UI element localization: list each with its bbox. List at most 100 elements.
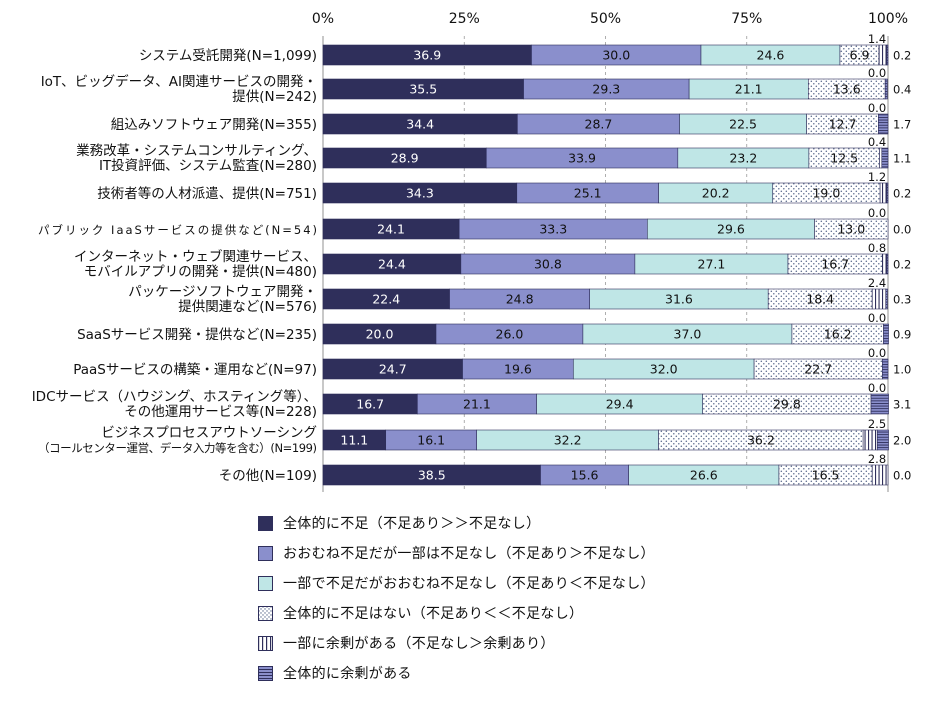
value-label: 30.0 [602,48,630,63]
value-label: 23.2 [729,151,757,166]
legend-label: 全体的に不足はない（不足あり＜＜不足なし） [283,606,584,622]
value-label: 32.2 [554,433,582,448]
value-label: 35.5 [409,82,437,97]
value-label: 22.7 [804,362,832,377]
bar-segment [870,393,889,415]
category-label: パッケージソフトウェア開発・ [128,284,317,300]
legend-item: 一部に余剰がある（不足なし＞余剰あり） [258,628,655,658]
value-label: 6.9 [850,48,870,63]
value-label: 33.3 [539,222,567,237]
category-label: IT投資評価、システム監査(N=280) [99,157,317,174]
value-label: 24.1 [377,222,405,237]
value-label: 16.2 [824,327,852,342]
legend-label: 一部に余剰がある（不足なし＞余剰あり） [283,636,555,652]
bar-segment [814,218,889,240]
value-label: 0.2 [893,49,911,63]
legend-swatch [258,515,273,531]
value-label: 3.1 [893,398,911,412]
value-label: 11.1 [340,433,368,448]
value-label: 13.6 [833,82,861,97]
category-label: 業務改革・システムコンサルティング、 [76,143,317,159]
value-label: 34.3 [406,186,434,201]
x-tick-label: 25% [449,11,480,27]
value-label: 16.1 [417,433,445,448]
value-label: 0.4 [893,83,911,97]
category-label: 技術者等の人材派遣、提供(N=751) [97,185,317,202]
value-label: 1.2 [868,170,886,184]
value-label: 34.4 [406,117,434,132]
x-tick-label: 100% [868,11,908,27]
bar-segment [862,429,878,451]
category-label: モバイルアプリの開発・提供(N=480) [84,264,317,280]
value-label: 28.7 [585,117,613,132]
value-label: 2.8 [868,452,886,466]
category-label: （コールセンター運営、データ入力等を含む）(N=199) [38,441,317,455]
value-label: 37.0 [674,327,702,342]
bar-segment [886,253,889,275]
value-label: 2.4 [868,276,886,290]
bar-segment [871,464,889,486]
value-label: 21.1 [463,397,491,412]
value-label: 31.6 [665,292,693,307]
bar-segment [878,44,888,66]
value-label: 29.8 [773,397,801,412]
value-label: 16.5 [812,468,840,483]
value-label: 38.5 [418,468,446,483]
value-label: 0.8 [868,241,886,255]
value-label: 0.9 [893,328,911,342]
value-label: 0.0 [868,346,886,360]
legend-item: おおむね不足だが一部は不足なし（不足あり＞不足なし） [258,538,655,568]
value-label: 20.0 [366,327,394,342]
value-label: 19.0 [812,186,840,201]
legend-item: 全体的に余剰がある [258,658,655,688]
category-label: PaaSサービスの構築・運用など(N=97) [73,362,317,378]
value-label: 0.3 [893,293,911,307]
value-label: 24.6 [757,48,785,63]
legend-swatch [258,545,273,561]
legend-label: 一部で不足だがおおむね不足なし（不足あり＜不足なし） [283,576,655,592]
bar-segment [885,288,888,310]
value-label: 36.9 [413,48,441,63]
bar-segment [881,147,889,169]
value-label: 0.0 [868,206,886,220]
value-label: 12.7 [829,117,857,132]
value-label: 1.4 [868,32,886,46]
legend-item: 全体的に不足はない（不足あり＜＜不足なし） [258,598,655,628]
value-label: 0.0 [893,469,911,483]
bar-segment [886,44,889,66]
value-label: 28.9 [391,151,419,166]
value-label: 0.0 [868,381,886,395]
legend: 全体的に不足（不足あり＞＞不足なし） おおむね不足だが一部は不足なし（不足あり＞不… [258,508,655,688]
category-label: 組込みソフトウェア開発(N=355) [111,117,317,133]
value-label: 32.0 [650,362,678,377]
value-label: 25.1 [574,186,602,201]
category-label: SaaSサービス開発・提供など(N=235) [77,327,317,343]
value-label: 26.0 [496,327,524,342]
value-label: 0.4 [868,135,886,149]
legend-swatch [258,635,273,651]
legend-swatch [258,575,273,591]
category-label: 提供(N=242) [232,89,317,105]
category-labels: システム受託開発(N=1,099) IoT、ビッグデータ、AI関連サービスの開発・… [32,48,317,484]
value-label: 27.1 [698,257,726,272]
value-label: 2.0 [893,434,911,448]
category-label: IDCサービス（ハウジング、ホスティング等）、 [32,388,317,405]
legend-item: 一部で不足だがおおむね不足なし（不足あり＜不足なし） [258,568,655,598]
legend-item: 全体的に不足（不足あり＞＞不足なし） [258,508,655,538]
bar-segment [886,182,889,204]
x-tick-label: 75% [731,11,762,27]
value-label: 24.7 [379,362,407,377]
category-label: インターネット・ウェブ関連サービス、 [74,248,317,265]
value-label: 0.2 [893,187,911,201]
category-label: システム受託開発(N=1,099) [139,48,317,64]
value-label: 24.8 [506,292,534,307]
bar-segment [876,429,889,451]
value-label: 26.6 [690,468,718,483]
value-label: 12.5 [830,151,858,166]
bar-segment [883,323,889,345]
value-label: 0.0 [893,223,911,237]
legend-label: 全体的に不足（不足あり＞＞不足なし） [283,516,541,532]
value-label: 0.2 [893,258,911,272]
legend-label: 全体的に余剰がある [283,666,412,682]
